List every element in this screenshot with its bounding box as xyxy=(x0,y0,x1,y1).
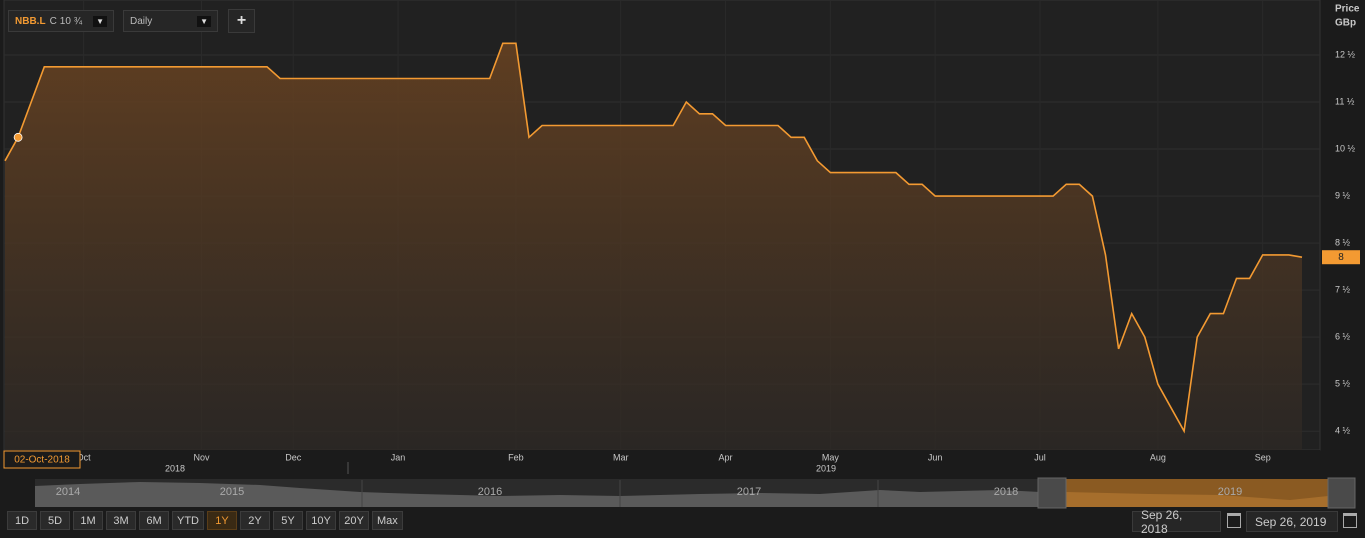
dropdown-arrow: ▼ xyxy=(93,15,107,27)
navigator-handle[interactable] xyxy=(1037,477,1067,509)
range-button[interactable]: YTD xyxy=(172,511,204,530)
last-value-box xyxy=(1322,250,1360,265)
x-tick-label: Apr xyxy=(719,452,733,462)
y-axis-label: GBp xyxy=(1335,18,1356,29)
range-button[interactable]: 1D xyxy=(7,511,37,530)
x-tick-label: Mar xyxy=(613,452,629,462)
area xyxy=(5,43,1302,451)
symbol-selector[interactable]: NBB.L C 10 ¾ ▼ xyxy=(8,10,114,32)
year-label: 2019 xyxy=(816,463,836,473)
interval: Daily xyxy=(130,15,153,27)
x-tick-label: Dec xyxy=(285,452,302,462)
field: C xyxy=(49,15,57,27)
x-tick-label: Sep xyxy=(1255,452,1271,462)
navigator-year: 2019 xyxy=(1218,486,1242,498)
navigator-year: 2018 xyxy=(994,486,1018,498)
x-tick-label: Oct xyxy=(77,452,92,462)
calendar-icon[interactable] xyxy=(1343,513,1357,528)
y-tick-label: 10 ½ xyxy=(1335,143,1356,153)
y-tick-label: 9 ½ xyxy=(1335,190,1351,200)
navigator-year: 2017 xyxy=(737,486,761,498)
x-axis-area xyxy=(4,450,1320,476)
last-value-label: 8 xyxy=(1338,252,1344,263)
dropdown-arrow: ▼ xyxy=(197,15,211,27)
y-tick-label: 4 ½ xyxy=(1335,426,1351,436)
start-date[interactable]: Sep 26, 2018 xyxy=(1132,508,1221,536)
range-button[interactable]: Max xyxy=(372,511,403,530)
interval-selector[interactable]: Daily ▼ xyxy=(123,10,218,32)
crosshair-box xyxy=(3,450,81,469)
y-tick-label: 7 ½ xyxy=(1335,285,1351,295)
navigator-year: 2015 xyxy=(220,486,244,498)
range-button[interactable]: 1M xyxy=(73,511,103,530)
y-axis-label: Price xyxy=(1335,4,1360,15)
range-button[interactable]: 2Y xyxy=(240,511,270,530)
x-tick-label: Nov xyxy=(194,452,211,462)
y-tick-label: 8 ½ xyxy=(1335,237,1351,247)
range-button[interactable]: 20Y xyxy=(339,511,369,530)
crosshair-marker xyxy=(13,132,23,142)
x-tick-label: Jun xyxy=(928,452,943,462)
x-tick-label: Jul xyxy=(1034,452,1046,462)
navigator-silhouette xyxy=(35,482,1040,507)
field-value: 10 ¾ xyxy=(59,15,83,27)
navigator-year: 2014 xyxy=(56,486,80,498)
range-button[interactable]: 1Y xyxy=(207,511,237,530)
navigator-selection-silhouette xyxy=(1066,492,1328,507)
x-tick-label: Feb xyxy=(508,452,524,462)
range-button[interactable]: 5Y xyxy=(273,511,303,530)
x-tick-label: Jan xyxy=(391,452,406,462)
range-button[interactable]: 3M xyxy=(106,511,136,530)
price-line xyxy=(4,42,1303,434)
x-tick-label: Aug xyxy=(1150,452,1166,462)
range-button[interactable]: 5D xyxy=(40,511,70,530)
crosshair-label: 02-Oct-2018 xyxy=(14,455,70,466)
year-label: 2018 xyxy=(165,463,185,473)
range-buttons: 1D 5D 1M 3M 6M YTD 1Y 2Y 5Y 10Y 20Y Max xyxy=(7,511,403,530)
y-tick-label: 6 ½ xyxy=(1335,332,1351,342)
range-button[interactable]: 6M xyxy=(139,511,169,530)
navigator-handle[interactable] xyxy=(1327,477,1356,509)
symbol: NBB.L xyxy=(15,15,46,27)
calendar-icon[interactable] xyxy=(1227,513,1241,528)
navigator-year: 2016 xyxy=(478,486,502,498)
y-tick-label: 12 ½ xyxy=(1335,49,1356,59)
range-button[interactable]: 10Y xyxy=(306,511,336,530)
y-tick-label: 5 ½ xyxy=(1335,379,1351,389)
end-date[interactable]: Sep 26, 2019 xyxy=(1246,511,1338,532)
y-tick-label: 11 ½ xyxy=(1335,96,1355,106)
add-button[interactable]: + xyxy=(228,9,255,33)
x-tick-label: May xyxy=(822,452,840,462)
